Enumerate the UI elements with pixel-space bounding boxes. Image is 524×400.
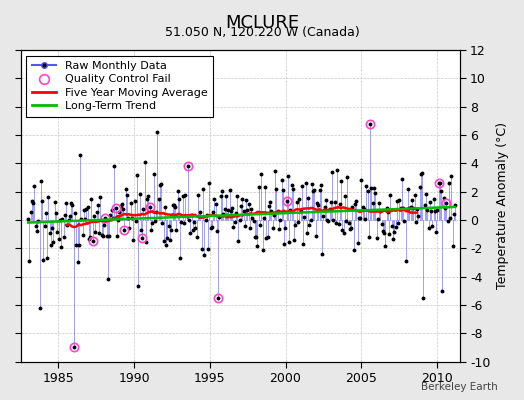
Text: Berkeley Earth: Berkeley Earth	[421, 382, 498, 392]
Text: 51.050 N, 120.220 W (Canada): 51.050 N, 120.220 W (Canada)	[165, 26, 359, 39]
Text: MCLURE: MCLURE	[225, 14, 299, 32]
Y-axis label: Temperature Anomaly (°C): Temperature Anomaly (°C)	[496, 122, 509, 289]
Legend: Raw Monthly Data, Quality Control Fail, Five Year Moving Average, Long-Term Tren: Raw Monthly Data, Quality Control Fail, …	[26, 56, 213, 117]
